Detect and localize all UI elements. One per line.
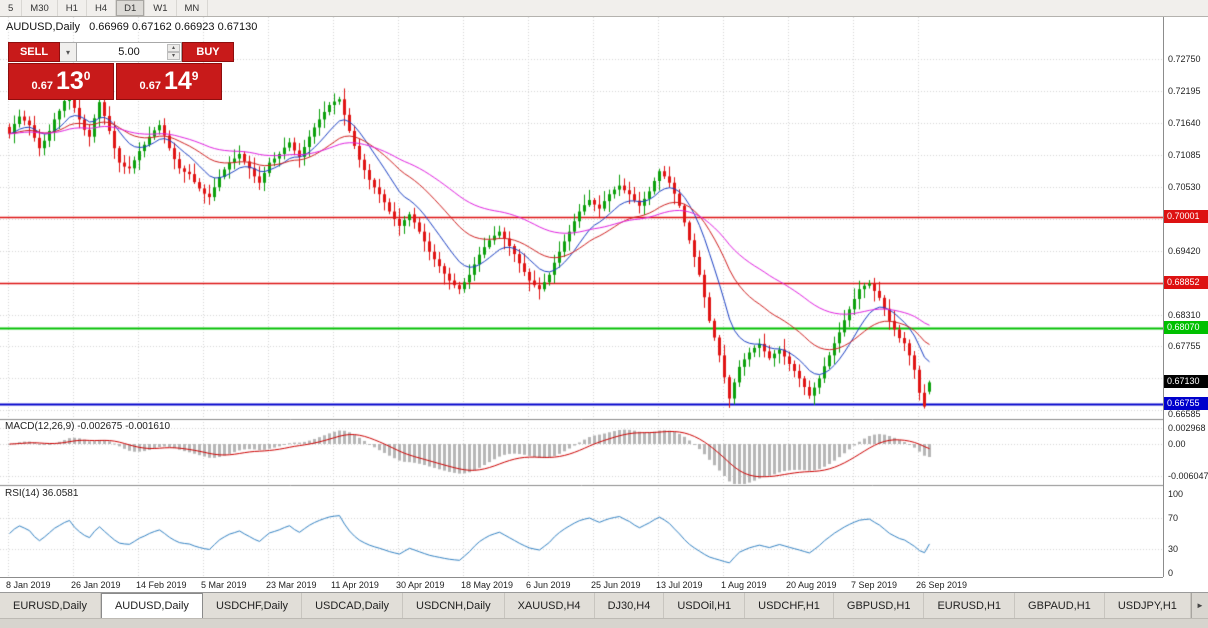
date-axis-label: 23 Mar 2019: [266, 580, 317, 590]
price-axis-label: 0.66585: [1168, 408, 1201, 419]
date-axis: 8 Jan 2019 26 Jan 2019 14 Feb 2019 5 Mar 20…: [0, 577, 1163, 592]
one-click-trading-row: SELL ▾ 5.00 ▴ ▾ BUY: [8, 42, 234, 62]
current-price-badge: 0.67130: [1164, 375, 1208, 389]
buy-button[interactable]: BUY: [182, 42, 234, 62]
tab-gbpaud-h1[interactable]: GBPAUD,H1: [1015, 593, 1105, 618]
date-axis-label: 13 Jul 2019: [656, 580, 703, 590]
timeframe-button-h1[interactable]: H1: [58, 0, 87, 16]
date-axis-label: 14 Feb 2019: [136, 580, 187, 590]
tab-usdcnh-daily[interactable]: USDCNH,Daily: [403, 593, 505, 618]
price-axis-label: 0.70530: [1168, 181, 1201, 192]
timeframe-toolbar: 5 M30 H1 H4 D1 W1 MN: [0, 0, 1208, 17]
price-level-badge: 0.68070: [1164, 321, 1208, 335]
date-axis-label: 1 Aug 2019: [721, 580, 767, 590]
tab-xauusd-h4[interactable]: XAUUSD,H4: [504, 593, 595, 618]
price-level-badge: 0.66755: [1164, 397, 1208, 410]
rsi-axis-label: 0: [1168, 568, 1174, 578]
macd-axis-label: -0.006047: [1168, 470, 1208, 481]
bid-price-big: 13: [55, 67, 84, 95]
price-axis-label: 0.71640: [1168, 117, 1201, 128]
status-strip: [0, 618, 1208, 628]
date-axis-label: 7 Sep 2019: [851, 580, 898, 590]
timeframe-button-mn[interactable]: MN: [177, 0, 209, 16]
order-type-dropdown[interactable]: ▾: [60, 42, 77, 62]
macd-axis-label: 0.00: [1168, 439, 1186, 449]
bid-price-pip: 0: [83, 69, 91, 83]
date-axis-label: 30 Apr 2019: [396, 580, 445, 590]
macd-axis-label: 0.002968: [1168, 423, 1206, 434]
ask-price-small: 0.67: [139, 79, 161, 92]
volume-spinner: ▴ ▾: [167, 44, 180, 60]
chart-canvas[interactable]: [0, 17, 1163, 577]
tab-usdjpy-h1[interactable]: USDJPY,H1: [1104, 593, 1191, 618]
volume-input[interactable]: 5.00 ▴ ▾: [77, 42, 182, 62]
tab-usdchf-daily[interactable]: USDCHF,Daily: [202, 593, 303, 618]
chevron-down-icon: ▾: [65, 47, 70, 57]
date-axis-label: 25 Jun 2019: [591, 580, 641, 590]
bid-price-tile[interactable]: 0.67 13 0: [8, 63, 114, 100]
macd-indicator-title: MACD(12,26,9) -0.002675 -0.001610: [5, 421, 171, 432]
arrow-right-icon: ►: [1196, 601, 1204, 610]
price-axis-label: 0.69420: [1168, 245, 1201, 256]
rsi-indicator-title: RSI(14) 36.0581: [5, 488, 79, 499]
date-axis-label: 20 Aug 2019: [786, 580, 837, 590]
ask-price-big: 14: [163, 67, 192, 95]
ask-price-pip: 9: [191, 69, 199, 83]
tab-dj30-h4[interactable]: DJ30,H4: [594, 593, 665, 618]
price-axis-label: 0.72195: [1168, 85, 1201, 96]
price-axis: 0.72750 0.72195 0.71640 0.71085 0.70530 0.694…: [1163, 17, 1208, 578]
ask-price-tile[interactable]: 0.67 14 9: [116, 63, 222, 100]
date-axis-label: 26 Jan 2019: [71, 580, 121, 590]
timeframe-button-h4[interactable]: H4: [87, 0, 117, 16]
tab-eurusd-daily[interactable]: EURUSD,Daily: [0, 593, 101, 618]
rsi-axis-label: 100: [1168, 489, 1184, 499]
date-axis-label: 26 Sep 2019: [916, 580, 968, 590]
date-axis-label: 6 Jun 2019: [526, 580, 571, 590]
tab-scroll-right-button[interactable]: ►: [1191, 593, 1208, 618]
rsi-axis-label: 70: [1168, 512, 1179, 523]
price-axis-label: 0.71085: [1168, 149, 1201, 160]
volume-value: 5.00: [118, 46, 140, 58]
volume-down-button[interactable]: ▾: [167, 52, 180, 60]
timeframe-button-w1[interactable]: W1: [145, 0, 177, 16]
bid-price-small: 0.67: [31, 79, 53, 92]
tab-usdcad-daily[interactable]: USDCAD,Daily: [302, 593, 404, 618]
date-axis-label: 11 Apr 2019: [331, 580, 379, 590]
date-axis-label: 5 Mar 2019: [201, 580, 247, 590]
price-level-badge: 0.68852: [1164, 276, 1208, 290]
price-axis-label: 0.67755: [1168, 341, 1201, 352]
tab-usdchf-h1[interactable]: USDCHF,H1: [745, 593, 834, 618]
tab-gbpusd-h1[interactable]: GBPUSD,H1: [833, 593, 925, 618]
timeframe-button-m30[interactable]: M30: [22, 0, 58, 16]
date-axis-label: 8 Jan 2019: [6, 580, 51, 590]
symbol-tab-bar: EURUSD,Daily AUDUSD,Daily USDCHF,Daily USDC…: [0, 592, 1208, 618]
volume-up-button[interactable]: ▴: [167, 44, 180, 52]
date-axis-label: 18 May 2019: [461, 580, 514, 590]
tab-audusd-daily[interactable]: AUDUSD,Daily: [100, 593, 203, 618]
chart-title: AUDUSD,Daily 0.66969 0.67162 0.66923 0.6…: [6, 21, 258, 33]
sell-button[interactable]: SELL: [8, 42, 60, 62]
rsi-axis-label: 30: [1168, 544, 1179, 555]
one-click-price-tiles: 0.67 13 0 0.67 14 9: [8, 63, 222, 100]
timeframe-button-d1[interactable]: D1: [116, 0, 146, 16]
price-axis-label: 0.68310: [1168, 309, 1201, 320]
price-axis-label: 0.72750: [1168, 54, 1201, 64]
price-level-badge: 0.70001: [1164, 210, 1208, 224]
tab-usdoil-h1[interactable]: USDOil,H1: [664, 593, 746, 618]
tab-eurusd-h1[interactable]: EURUSD,H1: [924, 593, 1016, 618]
timeframe-button-5[interactable]: 5: [0, 0, 23, 16]
